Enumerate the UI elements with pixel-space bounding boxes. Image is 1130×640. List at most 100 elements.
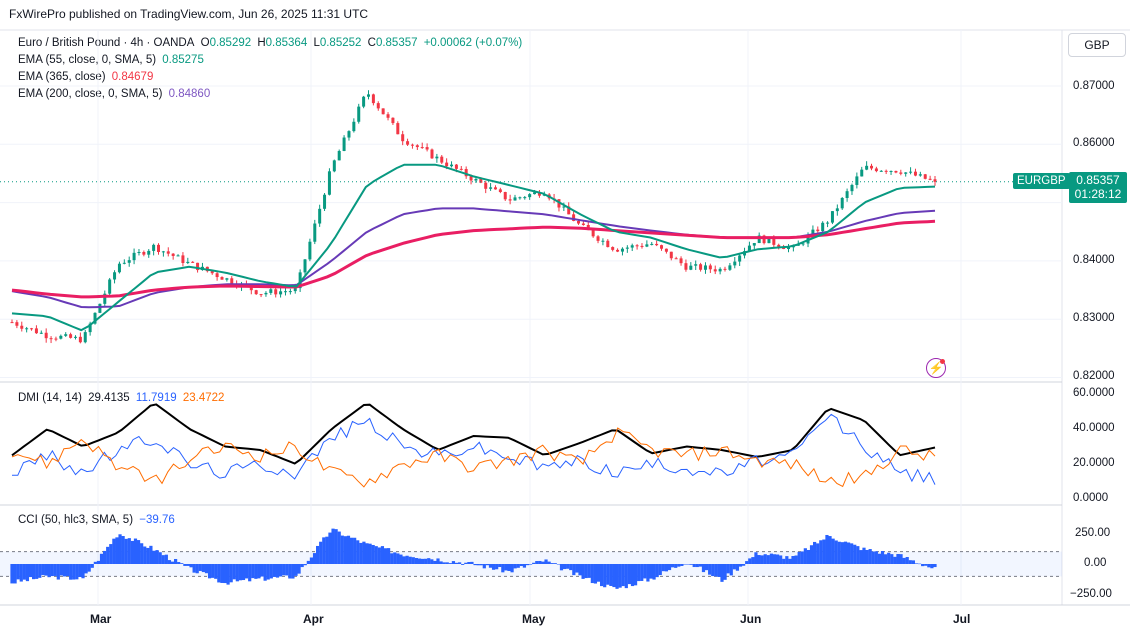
- cci-bar: [708, 564, 711, 575]
- cci-bar: [825, 535, 828, 564]
- ema365-line: [12, 221, 935, 297]
- cci-bar: [69, 564, 72, 580]
- candle-body: [460, 169, 463, 170]
- candle-body: [128, 260, 131, 263]
- candle-body: [323, 195, 326, 209]
- cci-bar: [683, 564, 686, 565]
- cci-bar: [835, 540, 838, 564]
- cci-bar: [461, 564, 464, 565]
- cci-bar: [10, 564, 13, 583]
- cci-bar: [335, 529, 338, 564]
- cci-bar: [310, 557, 313, 564]
- candle-body: [69, 334, 72, 338]
- cci-bar: [94, 562, 97, 564]
- cci-bar: [872, 551, 875, 564]
- cci-bar: [757, 555, 760, 564]
- cci-bar: [402, 556, 405, 564]
- cci-bar: [325, 537, 328, 564]
- cci-bar: [35, 564, 38, 579]
- cci-bar: [356, 540, 359, 564]
- candle-body: [865, 166, 868, 170]
- cci-bar: [677, 564, 680, 567]
- candle-body: [440, 157, 443, 163]
- cci-bar: [217, 564, 220, 582]
- candle-body: [79, 337, 82, 342]
- cci-bar: [273, 564, 276, 577]
- cci-bar: [199, 564, 202, 571]
- cci-bar: [720, 564, 723, 582]
- candle-body: [274, 289, 277, 294]
- candle-body: [689, 266, 692, 270]
- cci-bar: [921, 564, 924, 566]
- price-tick: 0.84000: [1073, 254, 1115, 266]
- candle-body: [108, 279, 111, 293]
- cci-bar: [628, 564, 631, 584]
- candle-body: [220, 277, 223, 280]
- cci-bar: [810, 545, 813, 564]
- cci-bar: [60, 564, 63, 575]
- cci-bar: [233, 564, 236, 579]
- cci-bar: [733, 564, 736, 569]
- cci-bar: [294, 564, 297, 576]
- cci-bar: [350, 538, 353, 564]
- plus-di-line: [12, 414, 935, 484]
- cci-bar: [168, 560, 171, 564]
- time-tick: Jul: [953, 612, 970, 626]
- cci-bar: [23, 564, 26, 580]
- time-tick: Mar: [90, 612, 111, 626]
- candle-body: [167, 251, 170, 253]
- cci-bar: [903, 558, 906, 564]
- cci-bar: [483, 564, 486, 568]
- candle-body: [59, 336, 62, 339]
- cci-bar: [433, 561, 436, 564]
- candle-body: [35, 328, 38, 333]
- cci-bar: [723, 564, 726, 580]
- cci-bar: [38, 564, 41, 578]
- cci-bar: [378, 547, 381, 564]
- cci-bar: [467, 562, 470, 564]
- cci-bar: [865, 550, 868, 564]
- candle-body: [694, 264, 697, 265]
- cci-bar: [649, 564, 652, 579]
- candle-body: [665, 249, 668, 252]
- cci-bar: [189, 564, 192, 567]
- cci-bar: [44, 564, 47, 576]
- candle-body: [714, 269, 717, 271]
- cci-bar: [878, 554, 881, 564]
- cci-bar: [705, 564, 708, 570]
- cci-bar: [785, 556, 788, 564]
- dmi-tick: 60.0000: [1073, 387, 1115, 399]
- cci-bar: [319, 542, 322, 564]
- cci-bar: [884, 554, 887, 564]
- cci-bar: [174, 559, 177, 564]
- cci-bar: [106, 547, 109, 564]
- cci-bar: [57, 564, 60, 580]
- candle-body: [328, 171, 331, 194]
- candle-body: [11, 322, 14, 323]
- cci-bar: [875, 551, 878, 564]
- cci-bar: [699, 564, 702, 567]
- candle-body: [230, 278, 233, 284]
- cci-bar: [81, 564, 84, 578]
- candle-body: [489, 187, 492, 188]
- candle-body: [514, 197, 517, 200]
- cci-bar: [131, 541, 134, 564]
- cci-bar: [427, 558, 430, 564]
- candle-body: [738, 255, 741, 261]
- candle-body: [704, 265, 707, 269]
- candle-body: [636, 245, 639, 246]
- candle-body: [484, 183, 487, 189]
- cci-bar: [220, 564, 223, 583]
- cci-bar: [177, 562, 180, 564]
- candle-body: [137, 252, 140, 253]
- cci-bar: [816, 543, 819, 564]
- cci-bar: [353, 538, 356, 564]
- candle-body: [518, 197, 521, 198]
- cci-bar: [492, 564, 495, 570]
- minus-di-value: 23.4722: [183, 392, 225, 404]
- cci-bar: [609, 564, 612, 586]
- cci-bar: [473, 564, 476, 565]
- candle-body: [172, 254, 175, 256]
- candle-body: [123, 263, 126, 264]
